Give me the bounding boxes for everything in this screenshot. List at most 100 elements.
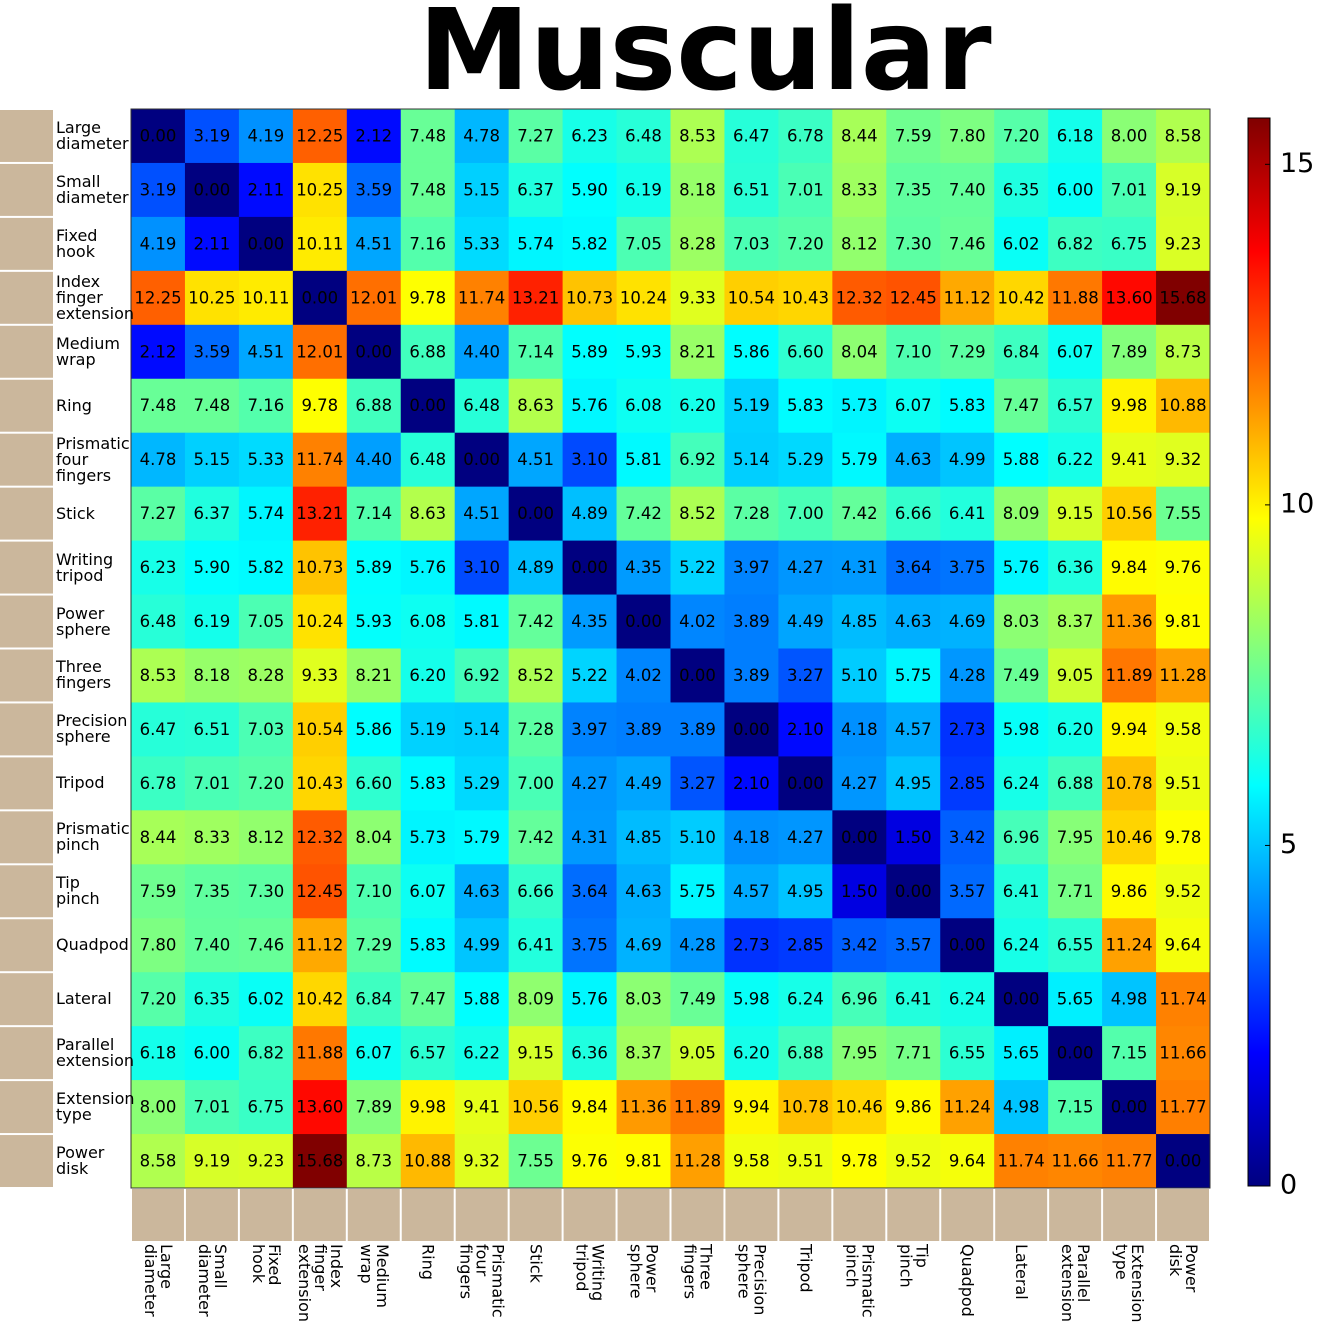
heatmap-cell: [940, 756, 995, 811]
row-photo: [0, 811, 53, 864]
heatmap-cell: [940, 432, 995, 488]
heatmap-cell: [1048, 648, 1103, 703]
heatmap-cell: [400, 432, 456, 488]
heatmap-cell: [184, 1080, 240, 1135]
cell-label: 9.41: [463, 1098, 500, 1117]
cell-label: 8.12: [841, 234, 878, 253]
row-label: Power disk: [56, 1143, 105, 1179]
row-photo: [0, 110, 53, 162]
cell-label: 1.50: [895, 828, 932, 847]
cell-label: 5.10: [679, 828, 716, 847]
heatmap-cell: [940, 864, 995, 919]
heatmap-cell: [832, 378, 887, 434]
heatmap-cell: [131, 810, 186, 865]
heatmap-cell: [184, 648, 240, 703]
heatmap-cell: [131, 1026, 186, 1081]
cell-label: 9.78: [301, 396, 338, 415]
cell-label: 8.63: [517, 396, 554, 415]
heatmap-cell: [940, 702, 995, 757]
heatmap-cell: [670, 810, 725, 865]
column-label: Prismatic four fingers: [456, 1244, 508, 1318]
cell-label: 0.00: [625, 612, 662, 631]
heatmap-cell: [832, 270, 887, 326]
cell-label: 6.51: [194, 720, 231, 739]
heatmap-cell: [940, 648, 995, 703]
column-label: Tripod: [796, 1244, 816, 1293]
cell-label: 4.95: [787, 882, 824, 901]
heatmap-cell: [292, 1026, 348, 1081]
row-photo: [0, 973, 53, 1026]
heatmap-cell: [1156, 270, 1211, 326]
cell-label: 6.55: [949, 1044, 986, 1063]
row-label: Index finger extension: [56, 271, 134, 323]
heatmap-cell: [131, 270, 186, 326]
cell-label: 10.73: [296, 558, 343, 577]
cell-label: 0.00: [1003, 990, 1040, 1009]
cell-label: 8.09: [517, 990, 554, 1009]
cell-label: 3.19: [140, 180, 177, 199]
cell-label: 6.55: [1057, 936, 1094, 955]
cell-label: 3.89: [733, 612, 770, 631]
cell-label: 9.15: [517, 1044, 554, 1063]
heatmap-cell: [400, 1134, 456, 1189]
cell-label: 8.53: [140, 666, 177, 685]
cell-label: 7.20: [1003, 126, 1040, 145]
cell-label: 5.22: [571, 666, 608, 685]
col-photo: [455, 1189, 508, 1241]
cell-label: 8.58: [140, 1152, 177, 1171]
cell-label: 7.16: [409, 234, 446, 253]
heatmap-cell: [562, 109, 618, 164]
cell-label: 8.18: [194, 666, 231, 685]
column-label: Stick: [526, 1244, 546, 1283]
heatmap-cell: [886, 540, 941, 596]
heatmap-cell: [994, 972, 1049, 1027]
heatmap-cell: [400, 270, 456, 326]
heatmap-cell: [886, 324, 941, 380]
heatmap-cell: [346, 810, 402, 865]
cell-label: 10.11: [242, 288, 289, 307]
cell-label: 12.01: [296, 342, 343, 361]
cell-label: 3.75: [949, 558, 986, 577]
cell-label: 5.15: [194, 450, 231, 469]
heatmap-cell: [724, 648, 779, 703]
row-photo: [0, 163, 53, 216]
cell-label: 6.60: [355, 774, 392, 793]
row-photo: [0, 433, 53, 486]
heatmap-cell: [184, 1134, 240, 1189]
heatmap-cell: [832, 432, 887, 488]
cell-label: 6.51: [733, 180, 770, 199]
cell-label: 7.27: [517, 126, 554, 145]
heatmap-cell: [778, 324, 833, 380]
heatmap-cell: [238, 594, 294, 649]
cell-label: 11.74: [296, 450, 343, 469]
heatmap-cell: [131, 1134, 186, 1189]
cell-label: 9.33: [301, 666, 338, 685]
heatmap-cell: [724, 162, 779, 218]
heatmap-cell: [994, 540, 1049, 596]
heatmap-cell: [454, 918, 510, 973]
chart-title: Muscular: [418, 0, 991, 116]
heatmap-cell: [238, 216, 294, 272]
row-photo: [0, 1135, 53, 1187]
cell-label: 3.10: [571, 450, 608, 469]
heatmap-cell: [994, 270, 1049, 326]
cell-label: 3.89: [733, 666, 770, 685]
row-label: Power sphere: [56, 603, 111, 639]
heatmap-cell: [778, 162, 833, 218]
heatmap-cell: [400, 810, 456, 865]
cell-label: 7.03: [733, 234, 770, 253]
cell-label: 4.51: [463, 504, 500, 523]
heatmap-cell: [238, 864, 294, 919]
heatmap-cell: [562, 162, 618, 218]
cell-label: 7.42: [625, 504, 662, 523]
cell-label: 7.30: [248, 882, 285, 901]
cell-label: 6.60: [787, 342, 824, 361]
cell-label: 13.60: [1105, 288, 1152, 307]
heatmap-cell: [886, 109, 941, 164]
heatmap-cell: [724, 1026, 779, 1081]
heatmap-cell: [184, 378, 240, 434]
cell-label: 0.00: [301, 288, 338, 307]
colorbar: [1247, 117, 1271, 1187]
cell-label: 2.73: [949, 720, 986, 739]
heatmap-cell: [724, 1080, 779, 1135]
